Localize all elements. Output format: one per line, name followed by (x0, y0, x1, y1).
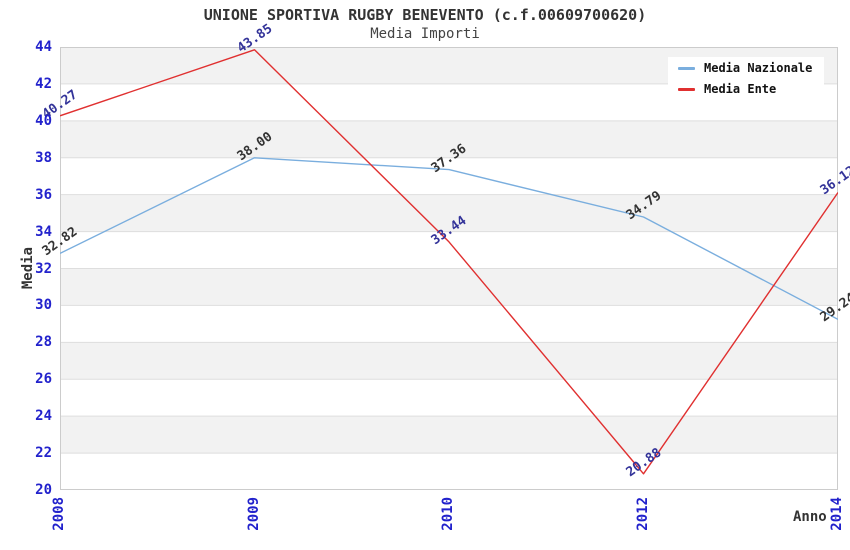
legend-swatch-icon (678, 66, 695, 70)
plot-band (60, 379, 838, 417)
y-tick-label: 42 (35, 75, 52, 92)
y-tick-label: 30 (35, 297, 52, 314)
y-tick-label: 34 (35, 223, 52, 240)
series-line-media-ente (60, 49, 838, 475)
legend-label: Media Ente (704, 82, 777, 96)
y-tick-label: 22 (35, 445, 52, 462)
legend-label: Media Nazionale (704, 61, 813, 75)
plot-band (60, 194, 838, 232)
legend-swatch-icon (678, 87, 695, 91)
y-axis-title: Media (20, 247, 36, 290)
y-tick-label: 44 (35, 39, 52, 55)
y-tick-label: 20 (35, 482, 52, 498)
x-tick-label: 2012 (634, 497, 651, 531)
chart-title: UNIONE SPORTIVA RUGBY BENEVENTO (c.f.006… (203, 6, 647, 24)
plot-band (60, 416, 838, 454)
plot-border (60, 47, 838, 490)
y-tick-label: 36 (35, 186, 52, 203)
legend-item-media-nazionale: Media Nazionale (678, 61, 824, 75)
plot-band (60, 157, 838, 195)
x-tick-label: 2014 (829, 497, 845, 531)
y-tick-label: 26 (35, 371, 52, 388)
legend-item-media-ente: Media Ente (678, 82, 824, 96)
x-tick-label: 2010 (440, 497, 456, 531)
plot-band (60, 231, 838, 269)
x-axis-title: Anno (793, 509, 827, 525)
legend: Media Nazionale Media Ente (668, 57, 824, 100)
plot-band (60, 120, 838, 158)
plot-band (60, 453, 838, 490)
y-tick-label: 32 (35, 260, 52, 277)
y-tick-label: 40 (35, 112, 52, 129)
y-tick-label: 28 (35, 334, 52, 351)
x-tick-label: 2008 (51, 497, 67, 531)
chart-subtitle: Media Importi (370, 26, 480, 42)
y-tick-label: 24 (35, 408, 52, 425)
plot-band (60, 305, 838, 343)
series-line-media-nazionale (60, 157, 838, 321)
y-tick-label: 38 (35, 149, 52, 166)
plot-area (60, 47, 838, 490)
plot-band (60, 268, 838, 306)
x-tick-label: 2009 (245, 497, 262, 531)
plot-band (60, 342, 838, 380)
